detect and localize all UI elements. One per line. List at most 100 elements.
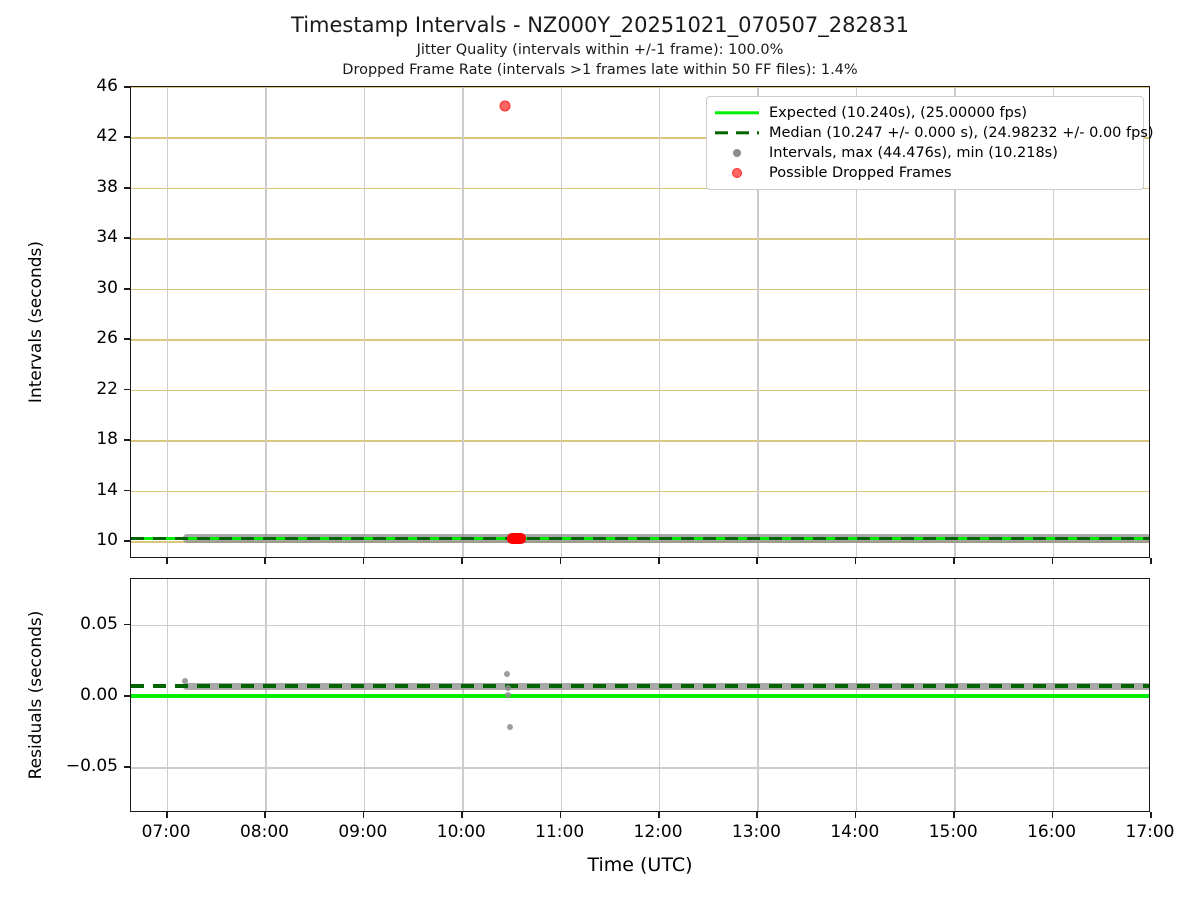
x-tick-mark [559,558,562,564]
y-tick-label: 14 [96,479,118,500]
y-tick-label: 34 [96,227,118,248]
gridline-horizontal [131,490,1149,493]
gridline-vertical [757,87,759,557]
x-tick-mark [166,558,168,564]
x-tick-label: 09:00 [338,822,388,842]
gridline-horizontal [131,389,1149,392]
x-tick-mark [1051,812,1054,818]
y-tick-mark [124,695,130,697]
legend-label-dropped-frames: Possible Dropped Frames [769,165,952,181]
y-tick-label: −0.05 [65,756,118,777]
chart-legend[interactable]: Expected (10.240s), (25.00000 fps) Media… [706,96,1154,190]
x-tick-label: 13:00 [731,822,781,842]
x-tick-mark [953,812,955,818]
y-tick-mark [124,623,130,626]
page-title: Timestamp Intervals - NZ000Y_20251021_07… [291,13,909,37]
legend-swatch-dropped-frames-dot-icon [713,164,761,182]
y-tick-label: 42 [96,126,118,147]
gridline-vertical [954,87,956,557]
gridline-horizontal [131,187,1149,190]
x-tick-mark [953,558,955,564]
gridline-vertical [167,87,169,557]
legend-item-intervals[interactable]: Intervals, max (44.476s), min (10.218s) [713,143,1135,163]
x-tick-label: 08:00 [239,822,289,842]
expected-line [131,694,1149,698]
y-tick-mark [124,439,130,441]
x-axis-label: Time (UTC) [587,854,693,876]
legend-item-median[interactable]: Median (10.247 +/- 0.000 s), (24.98232 +… [713,123,1154,143]
x-tick-mark [658,812,660,818]
y-tick-label: 0.05 [80,613,118,634]
y-tick-mark [124,766,130,768]
gridline-vertical [560,87,563,557]
y-tick-mark [124,86,130,88]
dropped-frame-outlier-point [499,100,511,112]
y-tick-label: 26 [96,328,118,349]
y-tick-mark [124,489,130,492]
x-tick-mark [854,558,857,564]
x-tick-mark [1150,558,1152,564]
x-tick-label: 17:00 [1125,822,1175,842]
y-tick-label: 18 [96,429,118,450]
y-tick-label: 10 [96,530,118,551]
x-tick-mark [362,812,365,818]
legend-label-median: Median (10.247 +/- 0.000 s), (24.98232 +… [769,125,1154,141]
gridline-horizontal [131,440,1149,442]
x-tick-label: 14:00 [830,822,880,842]
x-tick-mark [756,812,759,818]
y-tick-mark [124,338,130,340]
legend-swatch-intervals-dot-icon [713,144,761,162]
gridline-vertical [659,87,661,557]
median-line [131,536,1149,540]
gridline-horizontal [131,624,1149,627]
gridline-horizontal [131,767,1149,769]
median-line [131,684,1149,688]
legend-item-expected[interactable]: Expected (10.240s), (25.00000 fps) [713,103,1135,123]
dropped-frames-cluster [506,532,527,544]
gridline-horizontal [131,137,1149,139]
gridline-horizontal [131,288,1149,291]
x-tick-mark [1051,558,1054,564]
y-tick-mark [124,540,130,542]
x-tick-mark [461,812,463,818]
x-tick-mark [166,812,168,818]
x-tick-label: 15:00 [928,822,978,842]
x-tick-mark [559,812,562,818]
gridline-vertical [462,87,464,557]
title-block: Timestamp Intervals - NZ000Y_20251021_07… [0,10,1200,80]
residual-point [506,724,513,731]
x-tick-label: 12:00 [633,822,683,842]
legend-swatch-median-dashed-line-icon [713,124,761,142]
gridline-vertical [855,87,858,557]
y-tick-mark [124,287,130,290]
y-tick-mark [124,237,130,240]
residual-point [182,678,189,685]
subtitle-dropped-frame-rate: Dropped Frame Rate (intervals >1 frames … [342,62,858,78]
y-tick-mark [124,388,130,391]
x-tick-label: 11:00 [535,822,585,842]
gridline-vertical [265,87,267,557]
y-axis-label: Residuals (seconds) [26,610,46,780]
legend-label-intervals: Intervals, max (44.476s), min (10.218s) [769,145,1058,161]
x-tick-label: 07:00 [141,822,191,842]
residual-point [503,670,510,677]
x-tick-mark [1150,812,1152,818]
x-tick-mark [264,812,267,818]
legend-swatch-expected-line-icon [713,104,761,122]
x-tick-mark [854,812,857,818]
y-tick-label: 0.00 [80,685,118,705]
residual-point [505,685,512,692]
x-tick-mark [461,558,463,564]
residuals-plot-area [130,578,1150,812]
x-tick-mark [362,558,365,564]
gridline-horizontal [131,238,1149,240]
legend-label-expected: Expected (10.240s), (25.00000 fps) [769,105,1028,121]
x-tick-mark [756,558,759,564]
gridline-vertical [1052,87,1054,557]
gridline-vertical [363,87,366,557]
legend-item-dropped-frames[interactable]: Possible Dropped Frames [713,163,1135,183]
x-tick-mark [264,558,267,564]
y-tick-label: 22 [96,378,118,399]
y-axis-label: Intervals (seconds) [26,240,46,404]
